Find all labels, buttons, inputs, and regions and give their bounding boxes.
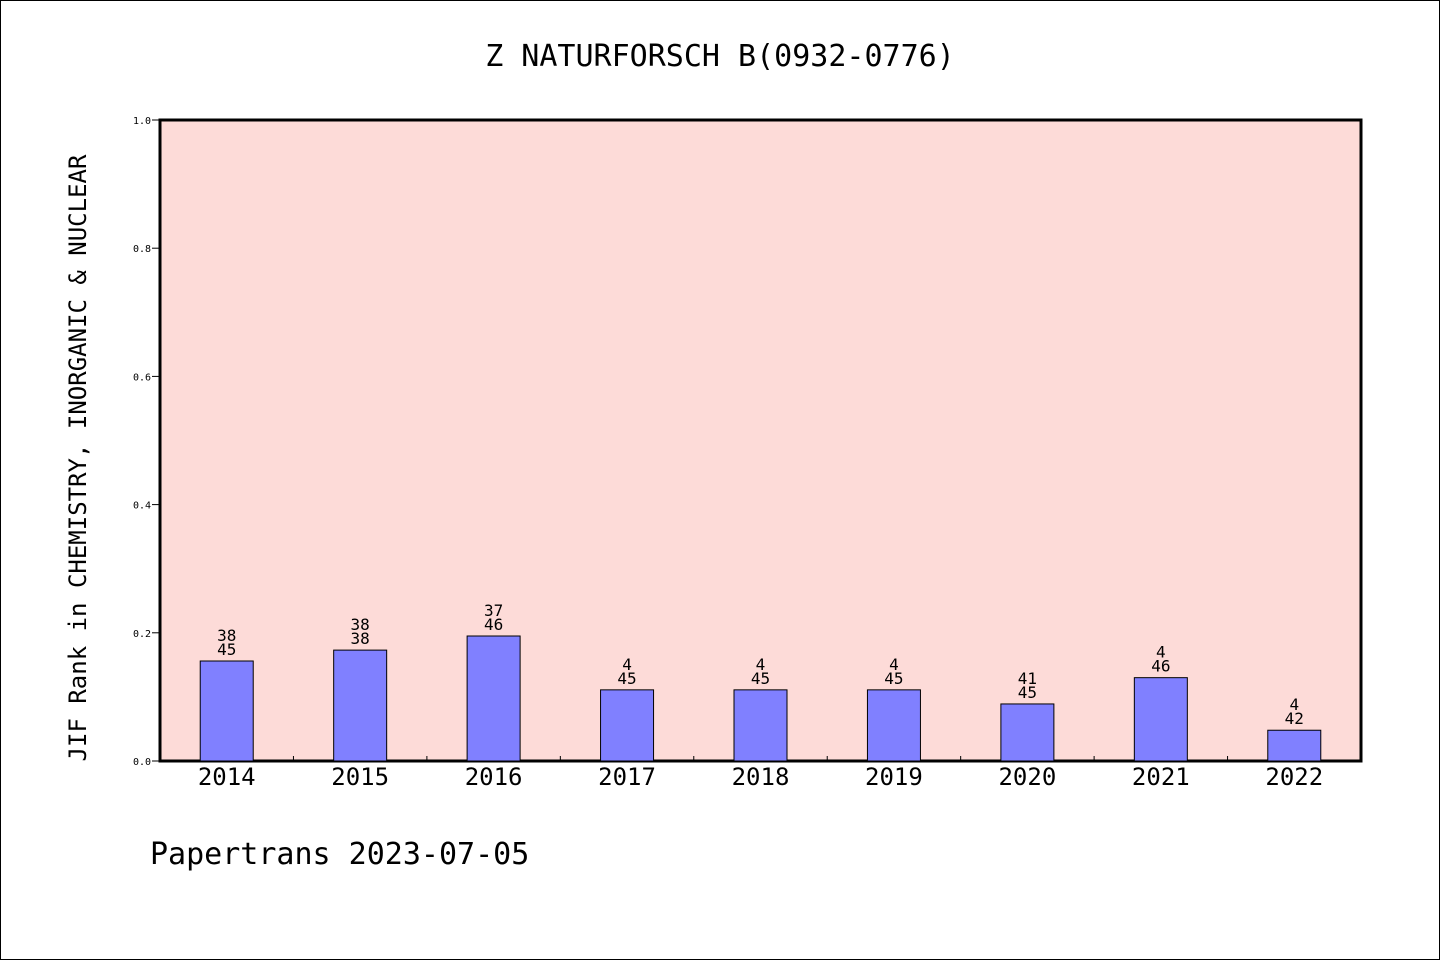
x-tick-label: 2022	[1265, 763, 1323, 791]
x-tick-label: 2016	[465, 763, 523, 791]
bar-label-bottom: 38	[351, 629, 370, 648]
footer-text: Papertrans 2023-07-05	[150, 837, 529, 872]
y-tick-label: 0.4	[133, 501, 151, 512]
x-axis: 2014 2015 2016 2017 2018 2019 2020 2021 2022	[198, 756, 1323, 791]
chart-title: Z NATURFORSCH B(0932-0776)	[485, 39, 955, 74]
bar-2016	[466, 635, 521, 762]
bar-label-bottom: 46	[484, 615, 503, 634]
bar-label-top: 38	[217, 626, 236, 645]
x-tick-label: 2014	[198, 763, 256, 791]
bar-label-bottom: 45	[217, 640, 236, 659]
bar-label-top: 4	[1156, 643, 1166, 662]
bar-2018	[733, 689, 788, 762]
bar-label-top: 38	[351, 615, 370, 634]
x-tick-label: 2018	[732, 763, 790, 791]
bar-2022	[1267, 729, 1322, 762]
bar-label-top: 41	[1018, 669, 1037, 688]
x-tick-label: 2021	[1132, 763, 1190, 791]
y-axis: 0.0 0.2 0.4 0.6 0.8 1.0	[133, 116, 160, 768]
bar-label-top: 4	[889, 655, 899, 674]
bar-label-top: 37	[484, 601, 503, 620]
bar-2014	[199, 660, 254, 762]
bar-2015	[333, 649, 388, 762]
x-tick-label: 2020	[998, 763, 1056, 791]
bar-2017	[600, 689, 655, 762]
bar-label-bottom: 45	[751, 669, 770, 688]
y-tick-label: 0.0	[133, 757, 151, 768]
bar-label-bottom: 42	[1285, 709, 1304, 728]
bar-2021	[1133, 677, 1188, 762]
y-tick-label: 0.8	[133, 244, 151, 255]
y-tick-label: 0.6	[133, 372, 151, 383]
x-tick-label: 2019	[865, 763, 923, 791]
y-tick-label: 1.0	[133, 116, 151, 127]
bar-label-bottom: 46	[1151, 657, 1170, 676]
bar-label-bottom: 45	[1018, 683, 1037, 702]
bar-label-top: 4	[1289, 695, 1299, 714]
x-tick-label: 2015	[331, 763, 389, 791]
bar-label-top: 4	[622, 655, 632, 674]
bar-label-bottom: 45	[617, 669, 636, 688]
bar-label-bottom: 45	[884, 669, 903, 688]
bar-2019	[866, 689, 921, 762]
bar-2020	[1000, 703, 1055, 762]
y-tick-label: 0.2	[133, 629, 151, 640]
bar-label-top: 4	[756, 655, 766, 674]
y-axis-label: JIF Rank in CHEMISTRY, INORGANIC & NUCLE…	[64, 154, 92, 761]
x-tick-label: 2017	[598, 763, 656, 791]
